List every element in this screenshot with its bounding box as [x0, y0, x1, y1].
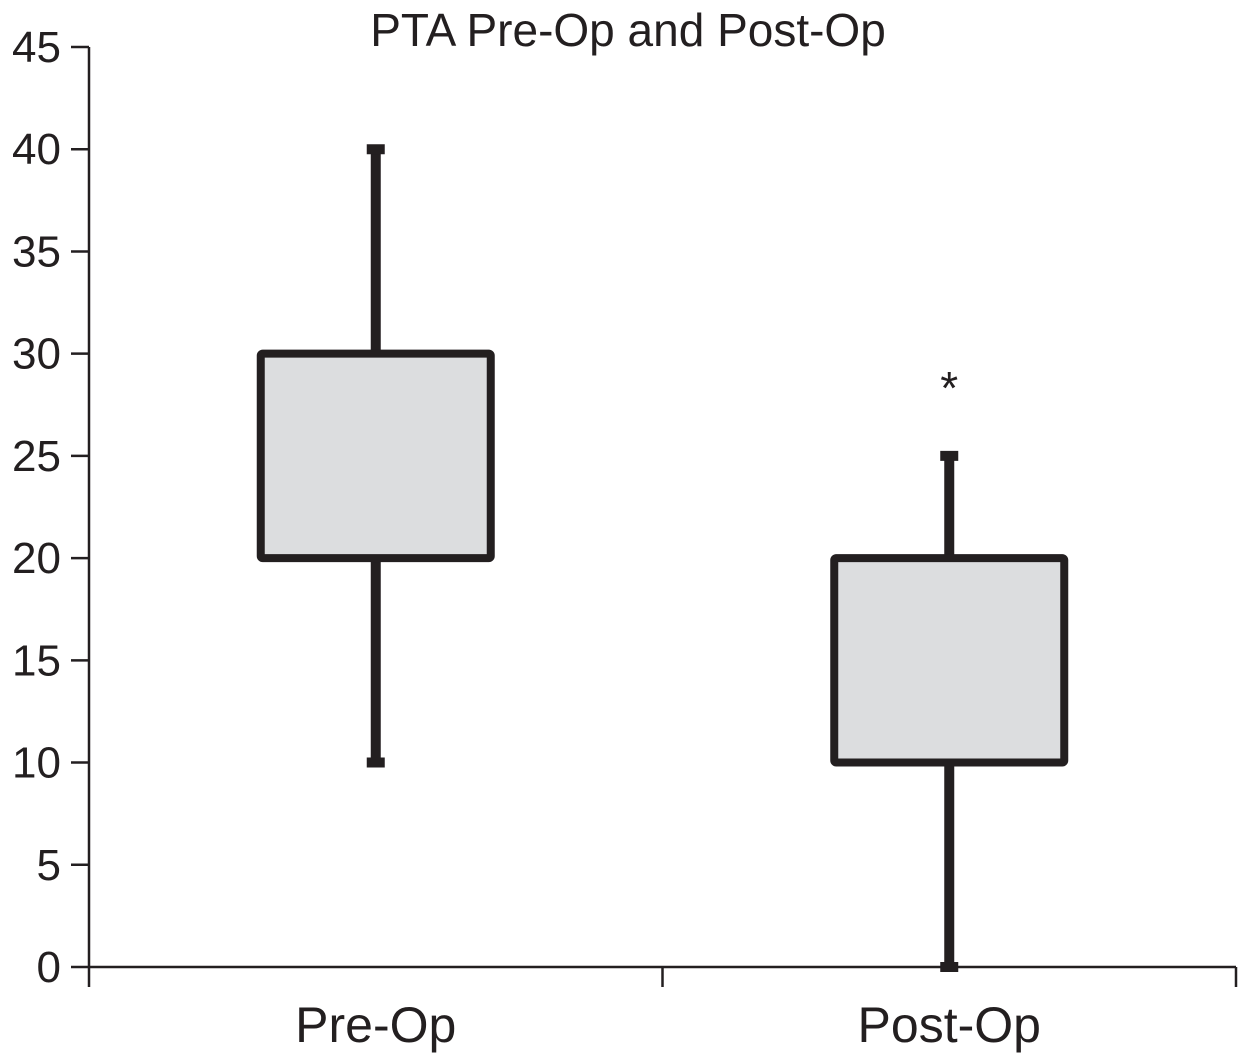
chart-title: PTA Pre-Op and Post-Op	[370, 4, 886, 56]
box-iqr	[256, 349, 495, 563]
annotations: *	[940, 362, 958, 414]
y-tick-label: 15	[12, 636, 61, 685]
box-group	[830, 450, 1069, 972]
y-tick-label: 30	[12, 330, 61, 379]
box-iqr	[830, 554, 1069, 767]
y-tick-label: 35	[12, 227, 61, 276]
significance-marker: *	[940, 362, 958, 414]
box-group	[256, 144, 495, 768]
y-tick-label: 5	[37, 841, 61, 890]
axes: 0 5 10 15 20 25 30 35 40 45 Pre-Op Post-Op	[12, 23, 1238, 1053]
x-category-label: Pre-Op	[295, 997, 456, 1053]
y-tick-label: 45	[12, 23, 61, 72]
x-category-label: Post-Op	[858, 997, 1041, 1053]
y-tick-label: 40	[12, 125, 61, 174]
y-tick-label: 0	[37, 943, 61, 992]
y-tick-label: 25	[12, 432, 61, 481]
y-tick-label: 10	[12, 739, 61, 788]
y-tick-label: 20	[12, 534, 61, 583]
boxes	[256, 144, 1069, 972]
